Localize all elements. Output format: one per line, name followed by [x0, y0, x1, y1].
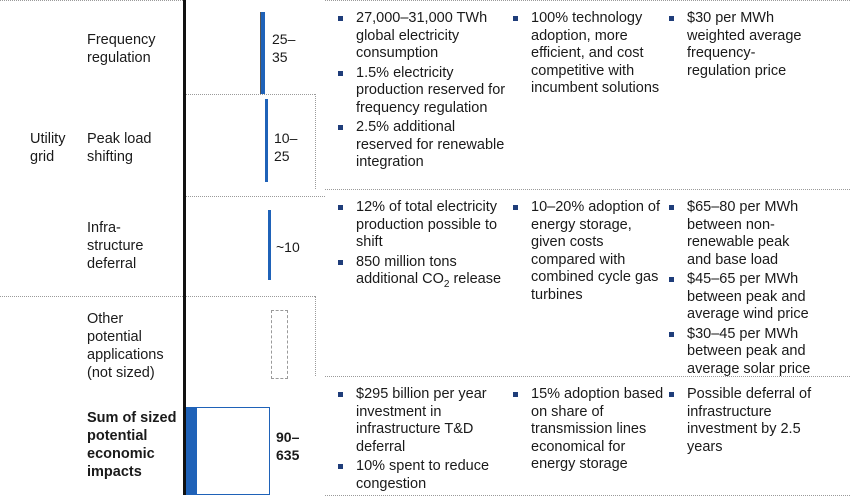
row-label-other-applications: Other potential applications (not sized)	[87, 311, 164, 381]
separator-freq-peak-v	[315, 94, 316, 189]
value-axis	[183, 0, 186, 495]
bar-other-applications-placeholder	[271, 310, 288, 379]
group-label: Utility grid	[30, 131, 66, 165]
bar-peak-load-shifting	[265, 99, 268, 182]
row3-col1-list: $295 billion per year investment in infr…	[336, 386, 506, 495]
separator-bottom	[325, 495, 850, 496]
row2-col2-list: 10–20% adoption of energy storage, given…	[511, 199, 666, 306]
separator-other-v	[315, 296, 316, 376]
list-item: $30 per MWh weighted average frequency-r…	[667, 10, 817, 80]
list-item: 100% technology adoption, more efficient…	[511, 10, 666, 98]
row1-col2-list: 100% technology adoption, more efficient…	[511, 10, 666, 100]
bar-infrastructure-deferral	[268, 210, 271, 280]
row2-col3-list: $65–80 per MWh between non-renewable pea…	[667, 199, 817, 380]
list-item: 15% adoption based on share of transmiss…	[511, 386, 666, 474]
list-item: 2.5% additional reserved for renewable i…	[336, 119, 506, 172]
list-item: $30–45 per MWh between peak and average …	[667, 326, 817, 379]
separator-utility-bottom	[0, 296, 315, 297]
separator-row1-bottom	[325, 189, 850, 190]
value-peak-load-shifting: 10–25	[274, 130, 298, 164]
bar-frequency-regulation	[261, 12, 265, 94]
list-item: 12% of total electricity production poss…	[336, 199, 506, 252]
row-label-sum: Sum of sized potential economic impacts	[87, 410, 177, 480]
list-item: 1.5% electricity production reserved for…	[336, 65, 506, 118]
bar-sum-solid	[186, 407, 197, 495]
separator-top-right	[325, 0, 850, 1]
row1-col3-list: $30 per MWh weighted average frequency-r…	[667, 10, 817, 82]
separator-freq-peak	[186, 94, 315, 95]
list-item: 850 million tons additional CO2 release	[336, 254, 506, 294]
list-item: $65–80 per MWh between non-renewable pea…	[667, 199, 817, 269]
list-item: Possible deferral of infrastructure inve…	[667, 386, 817, 456]
row-label-frequency-regulation: Frequency regulation	[87, 32, 156, 66]
list-item: $295 billion per year investment in infr…	[336, 386, 506, 456]
value-frequency-regulation: 25–35	[272, 31, 296, 65]
value-sum: 90–635	[276, 429, 300, 463]
list-item: 27,000–31,000 TWh global electricity con…	[336, 10, 506, 63]
separator-row3-bottom	[325, 376, 850, 377]
separator-peak-infra	[186, 196, 325, 197]
bar-sum-outline	[186, 407, 270, 495]
value-infrastructure-deferral: ~10	[276, 239, 300, 255]
row-label-peak-load-shifting: Peak load shifting	[87, 131, 152, 165]
row1-col1-list: 27,000–31,000 TWh global electricity con…	[336, 10, 506, 174]
row-label-infrastructure-deferral: Infra-structure deferral	[87, 220, 144, 272]
list-item: 10% spent to reduce congestion	[336, 458, 506, 493]
row2-col1-list: 12% of total electricity production poss…	[336, 199, 506, 295]
list-item: 10–20% adoption of energy storage, given…	[511, 199, 666, 304]
list-item: $45–65 per MWh between peak and average …	[667, 271, 817, 324]
bar-frequency-regulation-range	[260, 12, 261, 94]
row3-col3-list: Possible deferral of infrastructure inve…	[667, 386, 817, 458]
separator-top	[0, 0, 183, 1]
row3-col2-list: 15% adoption based on share of transmiss…	[511, 386, 666, 476]
